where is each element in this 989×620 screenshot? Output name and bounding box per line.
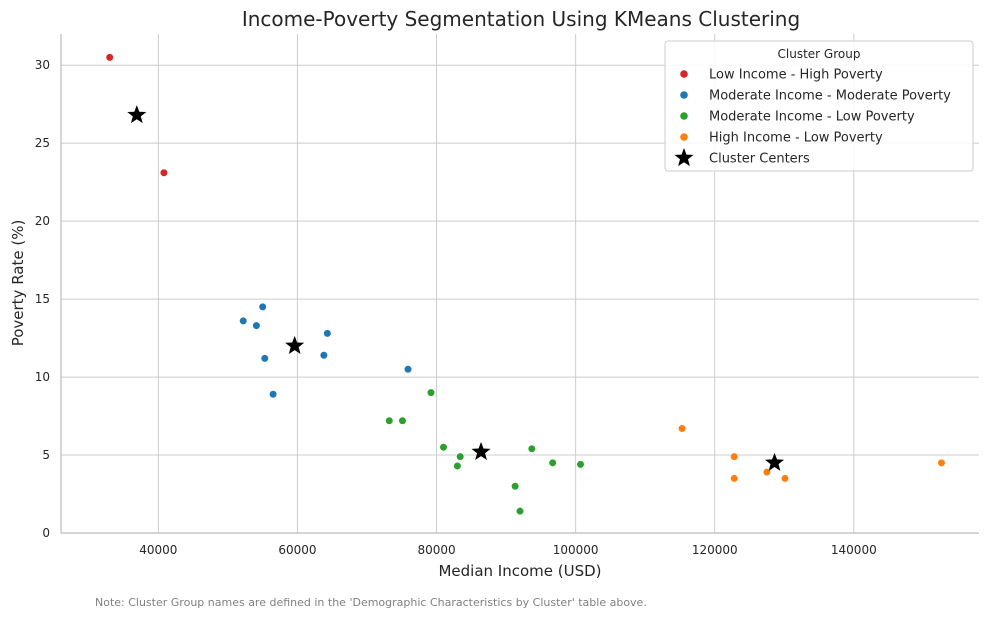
data-point xyxy=(323,329,332,338)
y-tick-label: 30 xyxy=(35,58,50,72)
y-tick-label: 15 xyxy=(35,292,50,306)
y-tick-label: 5 xyxy=(42,448,50,462)
legend-marker xyxy=(680,70,688,78)
legend-label: High Income - Low Poverty xyxy=(709,131,883,146)
data-point xyxy=(269,390,278,399)
y-tick-label: 10 xyxy=(35,370,50,384)
x-axis-label: Median Income (USD) xyxy=(438,562,601,580)
data-point xyxy=(780,474,790,483)
data-point xyxy=(319,351,328,360)
cluster-centers xyxy=(127,105,785,471)
legend-label: Moderate Income - Low Poverty xyxy=(709,110,915,125)
legend-label: Low Income - High Poverty xyxy=(709,68,883,83)
data-point xyxy=(385,416,394,425)
data-point xyxy=(548,458,557,467)
legend-title: Cluster Group xyxy=(778,47,861,61)
data-points xyxy=(105,53,946,516)
data-point xyxy=(439,443,448,452)
data-point xyxy=(511,482,520,491)
data-point xyxy=(937,458,946,467)
cluster-center-star xyxy=(471,441,491,460)
legend-marker xyxy=(680,91,688,99)
y-tick-label: 25 xyxy=(35,136,50,150)
data-point xyxy=(456,452,465,461)
data-point xyxy=(677,424,687,433)
data-point xyxy=(398,416,407,425)
legend-label: Cluster Centers xyxy=(709,152,810,167)
data-point xyxy=(239,316,248,326)
data-point xyxy=(252,321,261,330)
data-point xyxy=(527,444,536,453)
x-tick-label: 40000 xyxy=(139,543,177,557)
data-point xyxy=(403,365,413,374)
cluster-center-star xyxy=(285,335,305,354)
legend-label: Moderate Income - Moderate Poverty xyxy=(709,89,951,104)
data-point xyxy=(730,452,739,461)
data-point xyxy=(762,468,771,477)
y-axis-label: Poverty Rate (%) xyxy=(9,220,27,347)
data-point xyxy=(576,460,585,469)
y-tick-label: 0 xyxy=(42,526,50,540)
data-point xyxy=(730,474,739,483)
footnote: Note: Cluster Group names are defined in… xyxy=(95,596,647,609)
data-point xyxy=(159,168,169,177)
data-point xyxy=(426,388,436,397)
legend-box xyxy=(664,40,974,172)
axes: 40000 60000 80000 100000 120000 140000 0 5 10 15 2… xyxy=(35,34,979,557)
x-tick-label: 120000 xyxy=(692,543,738,557)
data-point xyxy=(453,461,462,471)
legend: Cluster Group Low Income - High Poverty Mo… xyxy=(664,40,974,172)
x-tick-label: 100000 xyxy=(553,543,599,557)
x-tick-label: 60000 xyxy=(278,543,316,557)
legend-marker xyxy=(680,112,688,120)
chart-title: Income-Poverty Segmentation Using KMeans… xyxy=(242,7,800,31)
y-tick-label: 20 xyxy=(35,214,50,228)
data-point xyxy=(105,53,114,62)
cluster-center-star xyxy=(127,105,147,124)
data-point xyxy=(260,354,269,363)
legend-marker xyxy=(680,133,688,141)
data-point xyxy=(515,507,525,516)
data-point xyxy=(258,302,267,311)
legend-marker-star xyxy=(674,148,694,167)
cluster-center-star xyxy=(765,452,785,471)
x-tick-label: 140000 xyxy=(831,543,877,557)
x-tick-label: 80000 xyxy=(417,543,455,557)
